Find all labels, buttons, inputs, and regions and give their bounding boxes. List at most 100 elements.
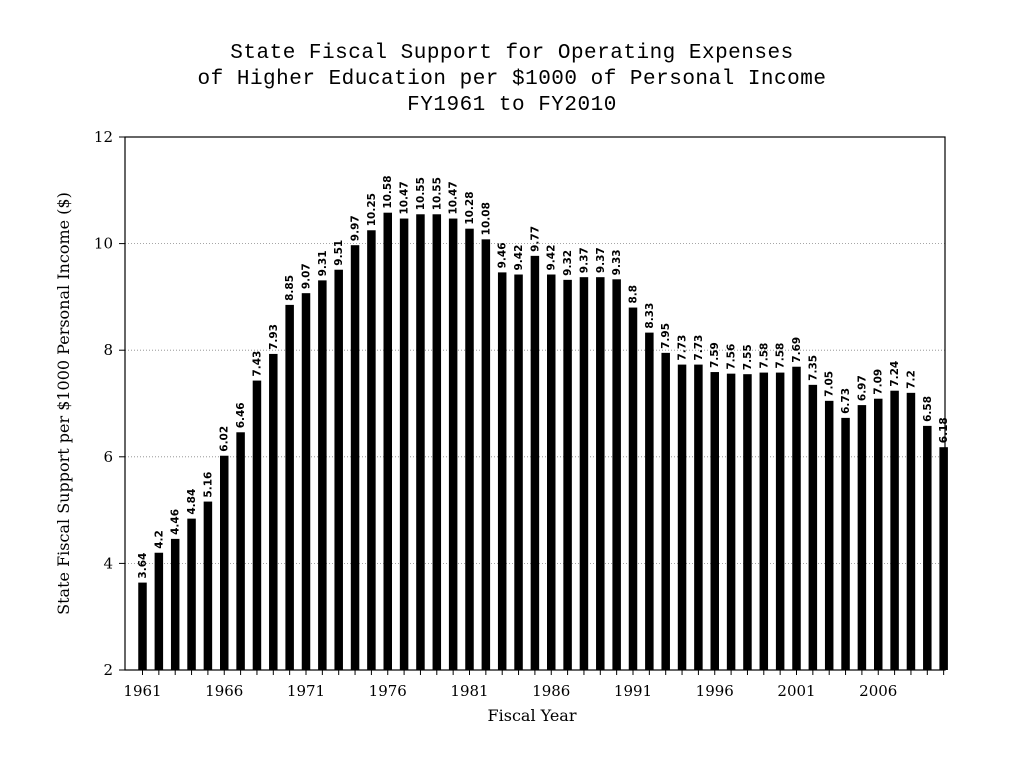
bar-label-1974: 9.97 <box>350 215 362 241</box>
bar-label-1965: 5.16 <box>202 472 214 498</box>
bar-2006 <box>874 398 883 670</box>
bar-label-2008: 7.2 <box>905 370 917 389</box>
bar-label-1963: 4.46 <box>170 509 182 535</box>
x-tick-label: 1991 <box>614 682 652 700</box>
bar-1976 <box>383 212 392 670</box>
bar-label-1970: 8.85 <box>284 275 296 301</box>
bar-label-1993: 7.95 <box>660 323 672 349</box>
bar-1963 <box>170 538 180 670</box>
bars <box>138 212 948 670</box>
bar-1974 <box>350 245 360 670</box>
bar-1981 <box>465 228 474 670</box>
bar-1996 <box>710 372 719 670</box>
bar-label-2004: 6.73 <box>840 388 852 414</box>
bar-1969 <box>269 353 278 670</box>
x-tick-label: 2006 <box>859 682 897 700</box>
bar-label-1994: 7.73 <box>677 335 689 361</box>
bar-label-1980: 10.47 <box>448 181 460 214</box>
bar-label-1995: 7.73 <box>693 335 705 361</box>
bar-label-1978: 10.55 <box>415 177 427 210</box>
bar-label-1962: 4.2 <box>153 530 165 549</box>
bar-label-2000: 7.58 <box>775 343 787 369</box>
bar-1975 <box>367 230 376 670</box>
chart-title-line-2: of Higher Education per $1000 of Persona… <box>197 68 827 91</box>
y-tick-label: 2 <box>103 661 113 679</box>
bar-1980 <box>448 218 458 670</box>
x-tick-label: 1986 <box>532 682 570 700</box>
bar-label-1967: 6.46 <box>235 402 247 428</box>
x-tick-label: 1966 <box>205 682 243 700</box>
bar-1979 <box>432 214 442 670</box>
x-tick-label: 1981 <box>450 682 488 700</box>
bar-2009 <box>923 425 932 670</box>
bar-label-2001: 7.69 <box>791 337 803 363</box>
bar-label-1972: 9.31 <box>317 250 329 276</box>
x-tick-label: 1976 <box>369 682 407 700</box>
bar-label-1988: 9.37 <box>578 247 590 273</box>
bar-1993 <box>661 352 670 670</box>
bar-1966 <box>220 455 229 670</box>
bar-label-2003: 7.05 <box>824 371 836 397</box>
x-tick-label: 1971 <box>287 682 325 700</box>
bar-2008 <box>906 392 916 670</box>
bar-label-1985: 9.77 <box>529 226 541 252</box>
bar-2010 <box>939 447 948 670</box>
bar-label-1996: 7.59 <box>709 342 721 368</box>
bar-1967 <box>236 432 245 670</box>
bar-label-1968: 7.43 <box>251 351 263 377</box>
bar-label-1992: 8.33 <box>644 303 656 329</box>
bar-2007 <box>890 390 899 670</box>
y-tick-label: 10 <box>94 235 113 253</box>
bar-1992 <box>645 332 654 670</box>
bar-1997 <box>726 373 736 670</box>
bar-data-labels: 3.64 4.2 4.46 4.84 5.16 6.02 6.46 7.43 7.93 8.85 9… <box>137 175 950 578</box>
bar-1987 <box>563 279 572 670</box>
bar-label-1991: 8.8 <box>628 285 640 304</box>
bar-2003 <box>824 400 834 670</box>
bar-label-1982: 10.08 <box>480 202 492 235</box>
bar-label-1990: 9.33 <box>611 249 623 275</box>
y-tick-label: 12 <box>94 128 113 146</box>
bar-1990 <box>612 279 621 670</box>
x-tick-label: 1996 <box>696 682 734 700</box>
bar-1982 <box>481 239 491 670</box>
bar-1984 <box>514 274 523 670</box>
bar-label-2009: 6.58 <box>922 396 934 422</box>
bar-1961 <box>138 582 147 670</box>
y-axis-title: State Fiscal Support per $1000 Personal … <box>54 192 73 615</box>
chart-title-line-3: FY1961 to FY2010 <box>407 94 617 117</box>
bar-label-1987: 9.32 <box>562 250 574 276</box>
bar-1972 <box>318 280 327 670</box>
bar-label-1976: 10.58 <box>382 175 394 208</box>
bar-label-1998: 7.55 <box>742 344 754 370</box>
bar-label-2006: 7.09 <box>873 369 885 395</box>
bar-label-1961: 3.64 <box>137 553 149 579</box>
x-tick-label: 2001 <box>777 682 815 700</box>
y-axis: 2 4 6 8 10 12 <box>94 128 125 679</box>
bar-1971 <box>301 293 311 670</box>
bar-label-2010: 6.18 <box>938 417 950 443</box>
bar-1962 <box>154 552 164 670</box>
bar-1977 <box>399 218 409 670</box>
chart-title-line-1: State Fiscal Support for Operating Expen… <box>230 42 794 65</box>
bar-1998 <box>743 374 752 670</box>
y-tick-label: 8 <box>103 341 113 359</box>
bar-1978 <box>416 214 425 670</box>
bar-1983 <box>497 272 507 670</box>
bar-label-1986: 9.42 <box>546 245 558 271</box>
x-axis: 1961 1966 1971 1976 1981 1986 1991 1996 2001 2006 <box>123 670 945 700</box>
bar-1985 <box>530 255 540 670</box>
bar-1964 <box>187 518 196 670</box>
y-tick-label: 4 <box>103 554 113 572</box>
bar-label-1964: 4.84 <box>186 489 198 515</box>
bar-label-1979: 10.55 <box>431 177 443 210</box>
bar-1988 <box>579 277 589 670</box>
bar-1970 <box>285 304 294 670</box>
bar-label-1971: 9.07 <box>301 263 313 289</box>
bar-label-1981: 10.28 <box>464 191 476 224</box>
bar-label-1973: 9.51 <box>333 240 345 266</box>
bar-label-1983: 9.46 <box>497 242 509 268</box>
bar-label-1989: 9.37 <box>595 247 607 273</box>
bar-1986 <box>547 274 556 670</box>
